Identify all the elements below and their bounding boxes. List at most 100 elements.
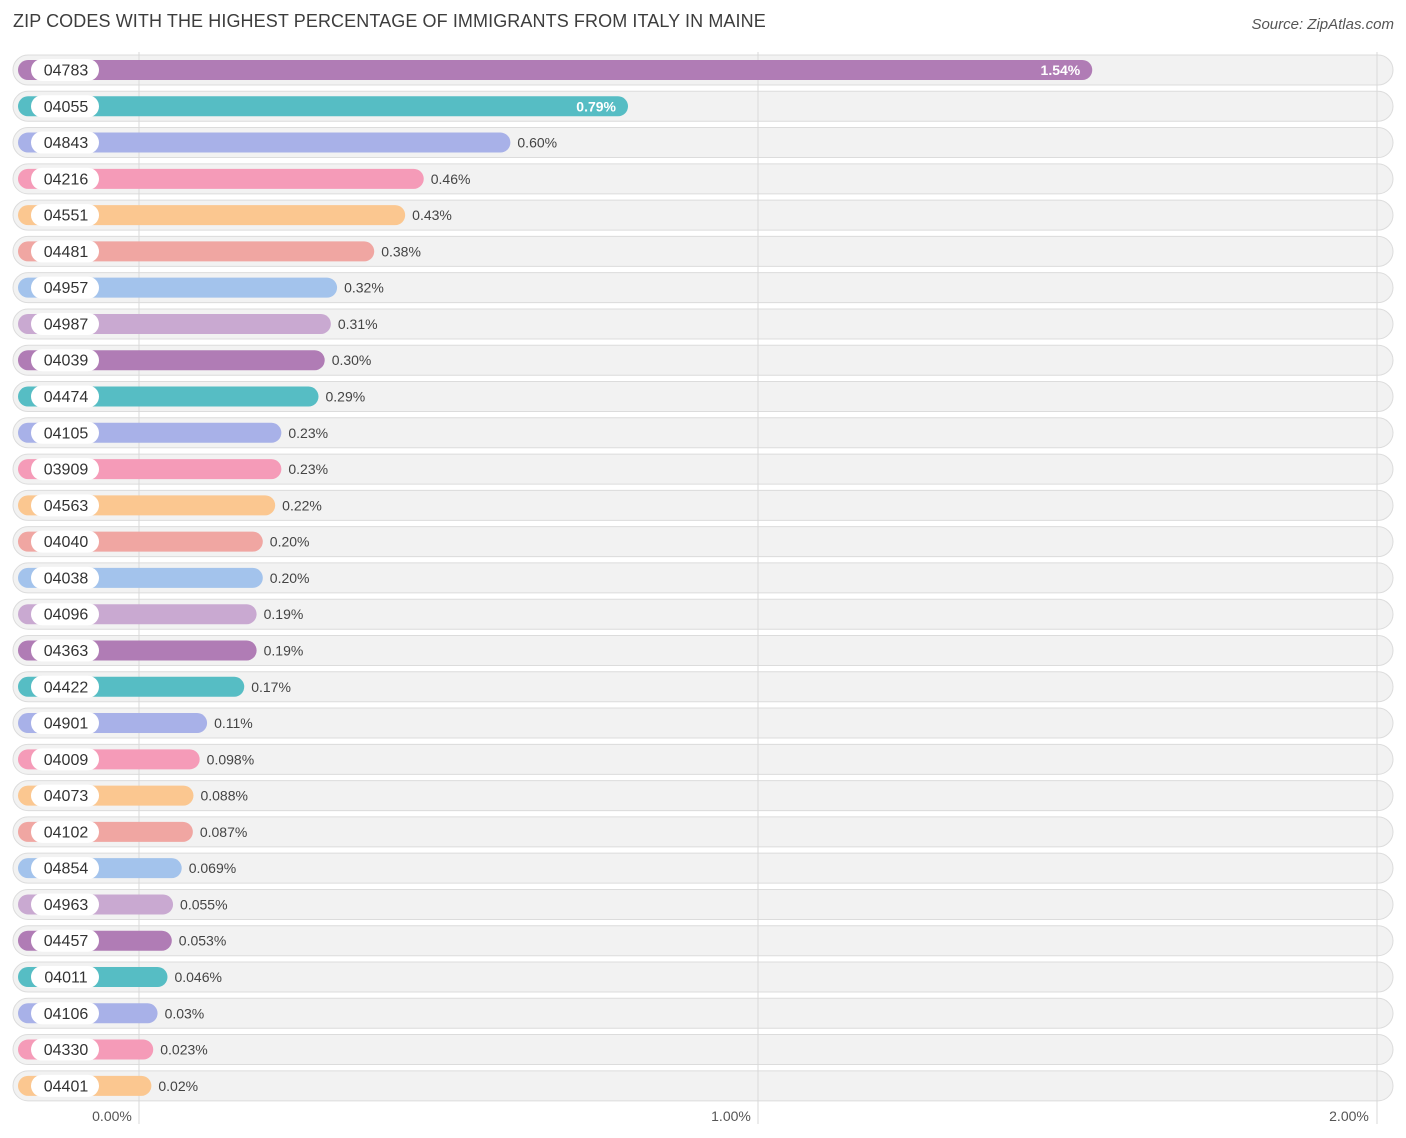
row-background (12, 780, 1394, 812)
value-label: 0.087% (200, 824, 247, 840)
zip-label-pill (31, 1074, 99, 1097)
row-background (12, 816, 1394, 848)
zip-label: 04038 (44, 570, 89, 587)
row-background (12, 381, 1394, 413)
row-background (12, 453, 1394, 485)
zip-label-pill (31, 276, 99, 299)
row-background (12, 671, 1394, 703)
value-label: 0.17% (251, 679, 291, 695)
zip-label-pill (31, 639, 99, 662)
zip-label: 04039 (44, 353, 89, 370)
bar (18, 132, 511, 153)
zip-label: 04102 (44, 824, 89, 841)
value-label: 0.38% (381, 243, 421, 259)
row-background (12, 888, 1394, 920)
value-label: 0.19% (264, 606, 304, 622)
value-label: 0.20% (270, 570, 310, 586)
value-label: 1.54% (1041, 62, 1081, 78)
zip-label-pill (31, 312, 99, 335)
value-label: 0.23% (288, 461, 328, 477)
value-label: 0.098% (207, 751, 254, 767)
zip-label: 04843 (44, 135, 89, 152)
zip-label-pill (31, 675, 99, 698)
zip-label-pill (31, 131, 99, 154)
chart-title: ZIP CODES WITH THE HIGHEST PERCENTAGE OF… (13, 11, 766, 31)
value-label: 0.23% (288, 425, 328, 441)
row-background (12, 598, 1394, 630)
zip-label-pill (31, 966, 99, 988)
x-tick-label: 2.00% (1329, 1108, 1369, 1124)
row-background (12, 1070, 1394, 1102)
zip-label: 04474 (44, 389, 89, 406)
zip-label: 03909 (44, 462, 89, 479)
bar (18, 168, 424, 189)
zip-label-pill (31, 566, 99, 589)
zip-label: 04055 (44, 99, 89, 116)
zip-label-pill (31, 1002, 99, 1025)
value-label: 0.43% (412, 207, 452, 223)
bar (18, 60, 1093, 80)
zip-label: 04011 (44, 970, 87, 987)
zip-label: 04783 (44, 63, 89, 80)
zip-label: 04481 (44, 244, 89, 261)
x-tick-label: 0.00% (92, 1108, 132, 1124)
zip-label-pill (31, 530, 99, 553)
zip-label-pill (31, 59, 99, 81)
zip-label-pill (31, 421, 99, 444)
row-background (12, 961, 1394, 993)
zip-label: 04330 (44, 1042, 89, 1059)
value-label: 0.088% (200, 788, 247, 804)
zip-label-pill (31, 784, 99, 807)
row-background (12, 997, 1394, 1029)
row-background (12, 489, 1394, 521)
zip-label: 04096 (44, 607, 89, 624)
value-label: 0.22% (282, 497, 322, 513)
zip-label: 04363 (44, 643, 89, 660)
zip-label-pill (31, 820, 99, 843)
value-label: 0.03% (165, 1005, 205, 1021)
zip-label-pill (31, 349, 99, 372)
zip-label: 04401 (44, 1078, 89, 1095)
value-label: 0.046% (174, 969, 221, 985)
value-label: 0.60% (517, 135, 557, 151)
zip-label: 04073 (44, 788, 89, 805)
zip-label-pill (31, 458, 99, 481)
value-label: 0.053% (179, 933, 226, 949)
zip-label: 04563 (44, 498, 89, 515)
zip-label-pill (31, 494, 99, 517)
value-label: 0.19% (264, 642, 304, 658)
zip-label-pill (31, 929, 99, 952)
zip-label-pill (31, 95, 99, 118)
row-background (12, 272, 1394, 304)
zip-label-pill (31, 857, 99, 880)
zip-label: 04105 (44, 425, 89, 442)
zip-label-pill (31, 893, 99, 916)
value-label: 0.02% (158, 1078, 198, 1094)
zip-label: 04963 (44, 897, 89, 914)
zip-label-pill (31, 1038, 99, 1061)
row-background (12, 1034, 1394, 1066)
value-label: 0.31% (338, 316, 378, 332)
bar (18, 241, 375, 262)
row-background (12, 308, 1394, 340)
zip-label-pill (31, 712, 99, 735)
zip-label: 04009 (44, 752, 89, 769)
zip-label-pill (31, 204, 99, 227)
value-label: 0.11% (214, 715, 253, 731)
zip-label: 04901 (44, 716, 89, 733)
zip-label: 04957 (44, 280, 89, 297)
zip-label: 04040 (44, 534, 89, 551)
row-background (12, 526, 1394, 558)
zip-label-pill (31, 603, 99, 626)
value-label: 0.29% (326, 389, 366, 405)
value-label: 0.069% (189, 860, 236, 876)
row-background (12, 634, 1394, 666)
row-background (12, 417, 1394, 449)
zip-label-pill (31, 167, 99, 190)
zip-label: 04106 (44, 1006, 89, 1023)
row-background (12, 743, 1394, 775)
value-label: 0.055% (180, 896, 227, 912)
x-tick-label: 1.00% (711, 1108, 751, 1124)
value-label: 0.023% (160, 1042, 207, 1058)
